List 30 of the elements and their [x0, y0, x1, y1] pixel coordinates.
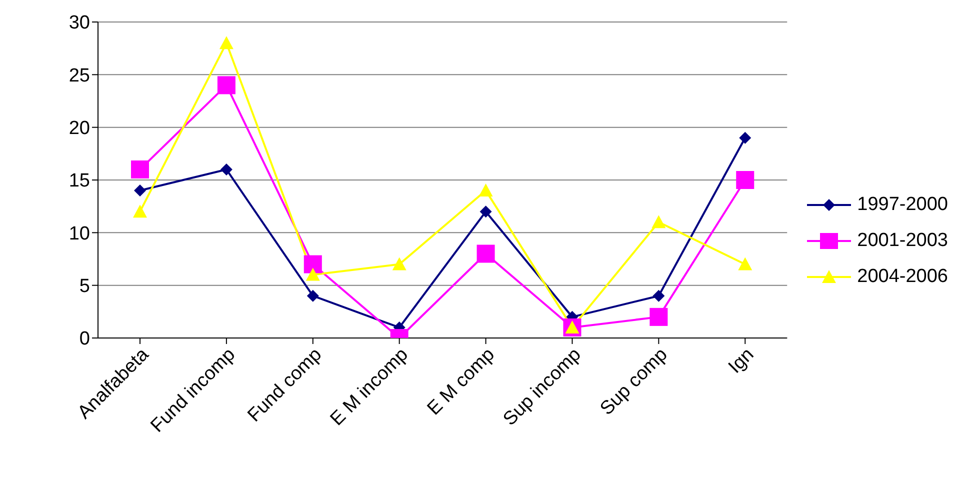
point — [133, 204, 147, 218]
point — [476, 244, 495, 263]
point — [131, 160, 149, 178]
point — [306, 268, 320, 281]
point — [739, 132, 752, 144]
legend-label: 2004-2006 — [857, 266, 948, 288]
point — [736, 171, 754, 189]
legend-label: 1997-2000 — [857, 194, 948, 216]
point — [652, 215, 666, 228]
y-tick-label: 20 — [68, 118, 90, 140]
point — [650, 308, 668, 326]
x-tick-label: Ign — [724, 344, 758, 378]
point — [304, 255, 322, 274]
point — [219, 36, 234, 50]
point — [652, 290, 665, 302]
y-tick-label: 5 — [79, 276, 90, 298]
point — [392, 257, 406, 270]
point — [478, 184, 493, 197]
point — [306, 290, 319, 302]
y-tick-label: 10 — [68, 223, 90, 244]
point — [217, 76, 236, 94]
point — [220, 163, 232, 176]
y-tick-label: 15 — [68, 170, 90, 192]
y-tick-label: 0 — [79, 328, 90, 350]
y-tick-label: 30 — [68, 12, 90, 34]
legend-label: 2001-2003 — [857, 230, 948, 252]
point — [480, 206, 492, 218]
y-tick-label: 25 — [68, 65, 90, 86]
point — [738, 257, 752, 270]
point — [134, 184, 146, 197]
